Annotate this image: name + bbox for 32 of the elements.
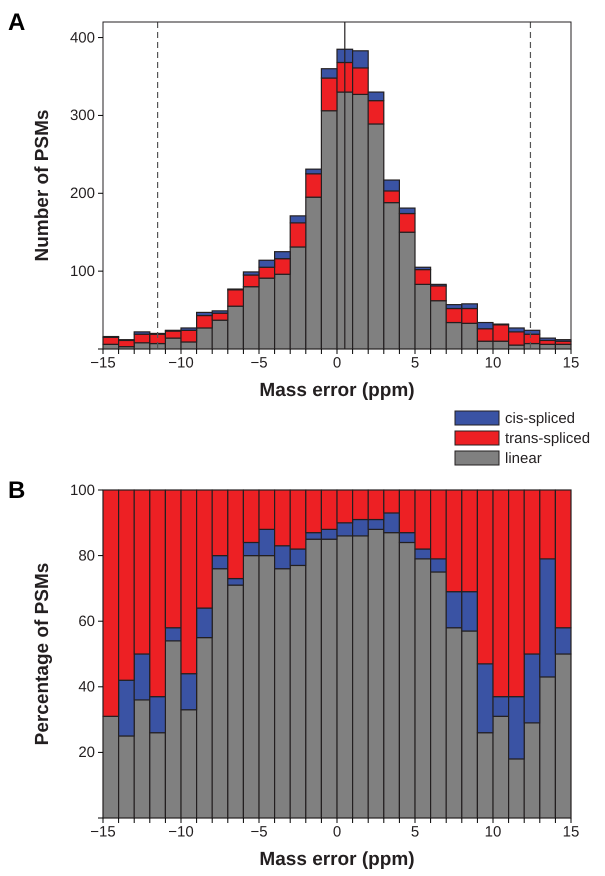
x-tick-label: −15 [90, 824, 116, 841]
x-tick-label: −10 [168, 354, 194, 372]
x-tick-label: 10 [484, 824, 502, 841]
y-axis-title: Percentage of PSMs [32, 562, 53, 746]
y-tick-label: 100 [70, 262, 95, 280]
legend-label: linear [505, 450, 542, 467]
legend-label: cis-spliced [505, 410, 576, 427]
y-tick-label: 300 [70, 107, 95, 124]
y-tick-label: 200 [70, 185, 95, 202]
y-tick-label: 100 [70, 482, 95, 499]
y-axis-title: Number of PSMs [32, 109, 53, 262]
x-tick-label: −10 [168, 824, 194, 841]
x-tick-label: 0 [332, 824, 342, 841]
y-tick-label: 40 [78, 678, 95, 696]
x-tick-label: 15 [562, 824, 580, 841]
text: B [8, 477, 26, 504]
x-axis-title: Mass error (ppm) [259, 380, 415, 401]
x-tick-label: 15 [562, 354, 580, 372]
x-axis-title: Mass error (ppm) [259, 849, 415, 870]
text: A [8, 9, 26, 36]
x-tick-label: 5 [410, 824, 420, 841]
x-tick-label: 5 [410, 354, 420, 372]
x-tick-label: −15 [90, 354, 116, 372]
y-tick-label: 60 [78, 613, 95, 630]
legend-label: trans-spliced [505, 430, 590, 447]
x-tick-label: −5 [250, 354, 268, 372]
y-tick-label: 80 [78, 547, 95, 564]
y-tick-label: 20 [78, 744, 95, 762]
x-tick-label: −5 [250, 824, 268, 841]
y-tick-label: 400 [70, 29, 95, 46]
x-tick-label: 10 [484, 354, 502, 372]
x-tick-label: 0 [332, 354, 342, 372]
